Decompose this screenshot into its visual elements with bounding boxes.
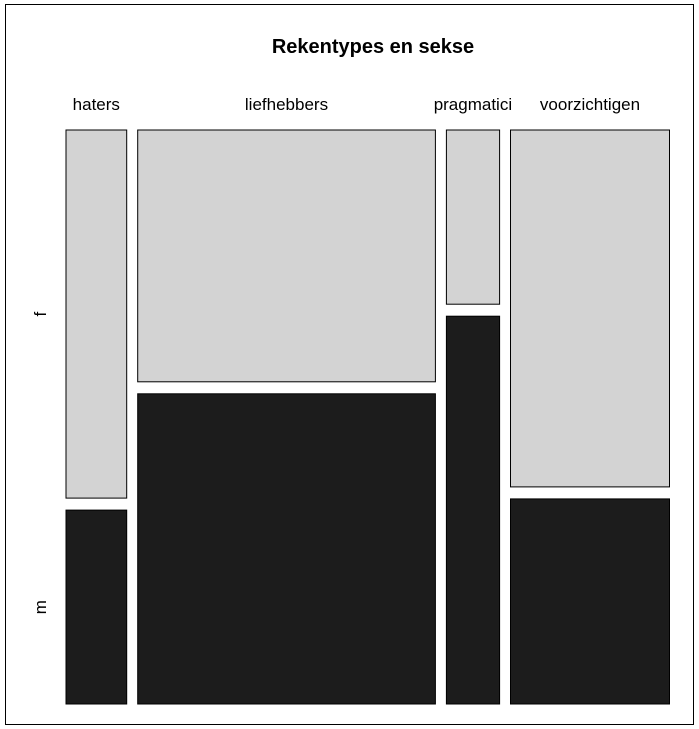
- chart-title: Rekentypes en sekse: [272, 36, 474, 58]
- row-label-f: f: [31, 311, 50, 316]
- column-label-voorzichtigen: voorzichtigen: [540, 95, 640, 114]
- tile-haters-f: [65, 129, 128, 499]
- tile-haters-m: [65, 509, 128, 705]
- tile-pragmatici-m: [445, 315, 501, 705]
- column-label-pragmatici: pragmatici: [434, 95, 512, 114]
- tile-voorzichtigen-f: [510, 129, 670, 488]
- tile-voorzichtigen-m: [510, 498, 670, 705]
- tile-liefhebbers-f: [137, 129, 436, 383]
- tile-pragmatici-f: [445, 129, 501, 305]
- column-label-liefhebbers: liefhebbers: [245, 95, 328, 114]
- row-label-m: m: [31, 600, 50, 614]
- tile-liefhebbers-m: [137, 393, 436, 705]
- column-label-haters: haters: [73, 95, 120, 114]
